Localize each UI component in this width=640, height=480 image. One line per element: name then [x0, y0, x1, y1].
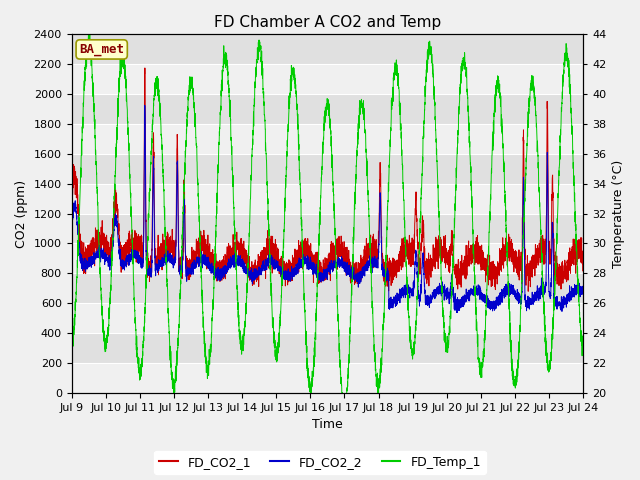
FD_CO2_1 [141, 65, 148, 71]
FD_CO2_2 [141, 103, 148, 108]
FD_CO2_1 [442, 255, 449, 261]
Text: BA_met: BA_met [79, 43, 124, 56]
Bar [72, 214, 583, 243]
FD_CO2_1 [413, 230, 421, 236]
FD_CO2_1 [579, 256, 587, 262]
X-axis label: Time: Time [312, 419, 343, 432]
FD_Temp_1 [413, 281, 421, 287]
Bar [72, 333, 583, 363]
FD_CO2_1 [579, 262, 586, 267]
FD_CO2_2 [68, 228, 76, 234]
Line: FD_Temp_1: FD_Temp_1 [72, 34, 583, 416]
Y-axis label: Temperature (°C): Temperature (°C) [612, 159, 625, 268]
FD_CO2_2 [471, 289, 479, 295]
FD_CO2_2 [442, 288, 449, 293]
Bar [72, 154, 583, 184]
Y-axis label: CO2 (ppm): CO2 (ppm) [15, 180, 28, 248]
FD_Temp_1 [68, 341, 76, 347]
FD_CO2_1 [308, 252, 316, 258]
FD_CO2_1 [68, 207, 76, 213]
FD_CO2_1 [524, 288, 532, 294]
FD_CO2_2 [453, 310, 461, 315]
FD_Temp_1 [160, 185, 168, 191]
FD_CO2_1 [471, 262, 479, 267]
FD_Temp_1 [579, 348, 586, 353]
Bar [72, 94, 583, 124]
Title: FD Chamber A CO2 and Temp: FD Chamber A CO2 and Temp [214, 15, 441, 30]
Bar [72, 274, 583, 303]
FD_Temp_1 [579, 336, 587, 342]
FD_Temp_1 [308, 378, 316, 384]
FD_Temp_1 [471, 281, 479, 287]
FD_CO2_1 [160, 245, 168, 251]
Line: FD_CO2_2: FD_CO2_2 [72, 106, 583, 312]
FD_CO2_2 [160, 260, 168, 266]
Legend: FD_CO2_1, FD_CO2_2, FD_Temp_1: FD_CO2_1, FD_CO2_2, FD_Temp_1 [154, 451, 486, 474]
Line: FD_CO2_1: FD_CO2_1 [72, 68, 583, 291]
FD_Temp_1 [341, 413, 349, 419]
FD_CO2_2 [579, 284, 586, 290]
FD_CO2_2 [308, 260, 316, 265]
FD_Temp_1 [442, 346, 450, 351]
Bar [72, 34, 583, 64]
FD_CO2_2 [413, 271, 421, 277]
FD_Temp_1 [84, 31, 92, 36]
FD_CO2_2 [579, 288, 587, 294]
